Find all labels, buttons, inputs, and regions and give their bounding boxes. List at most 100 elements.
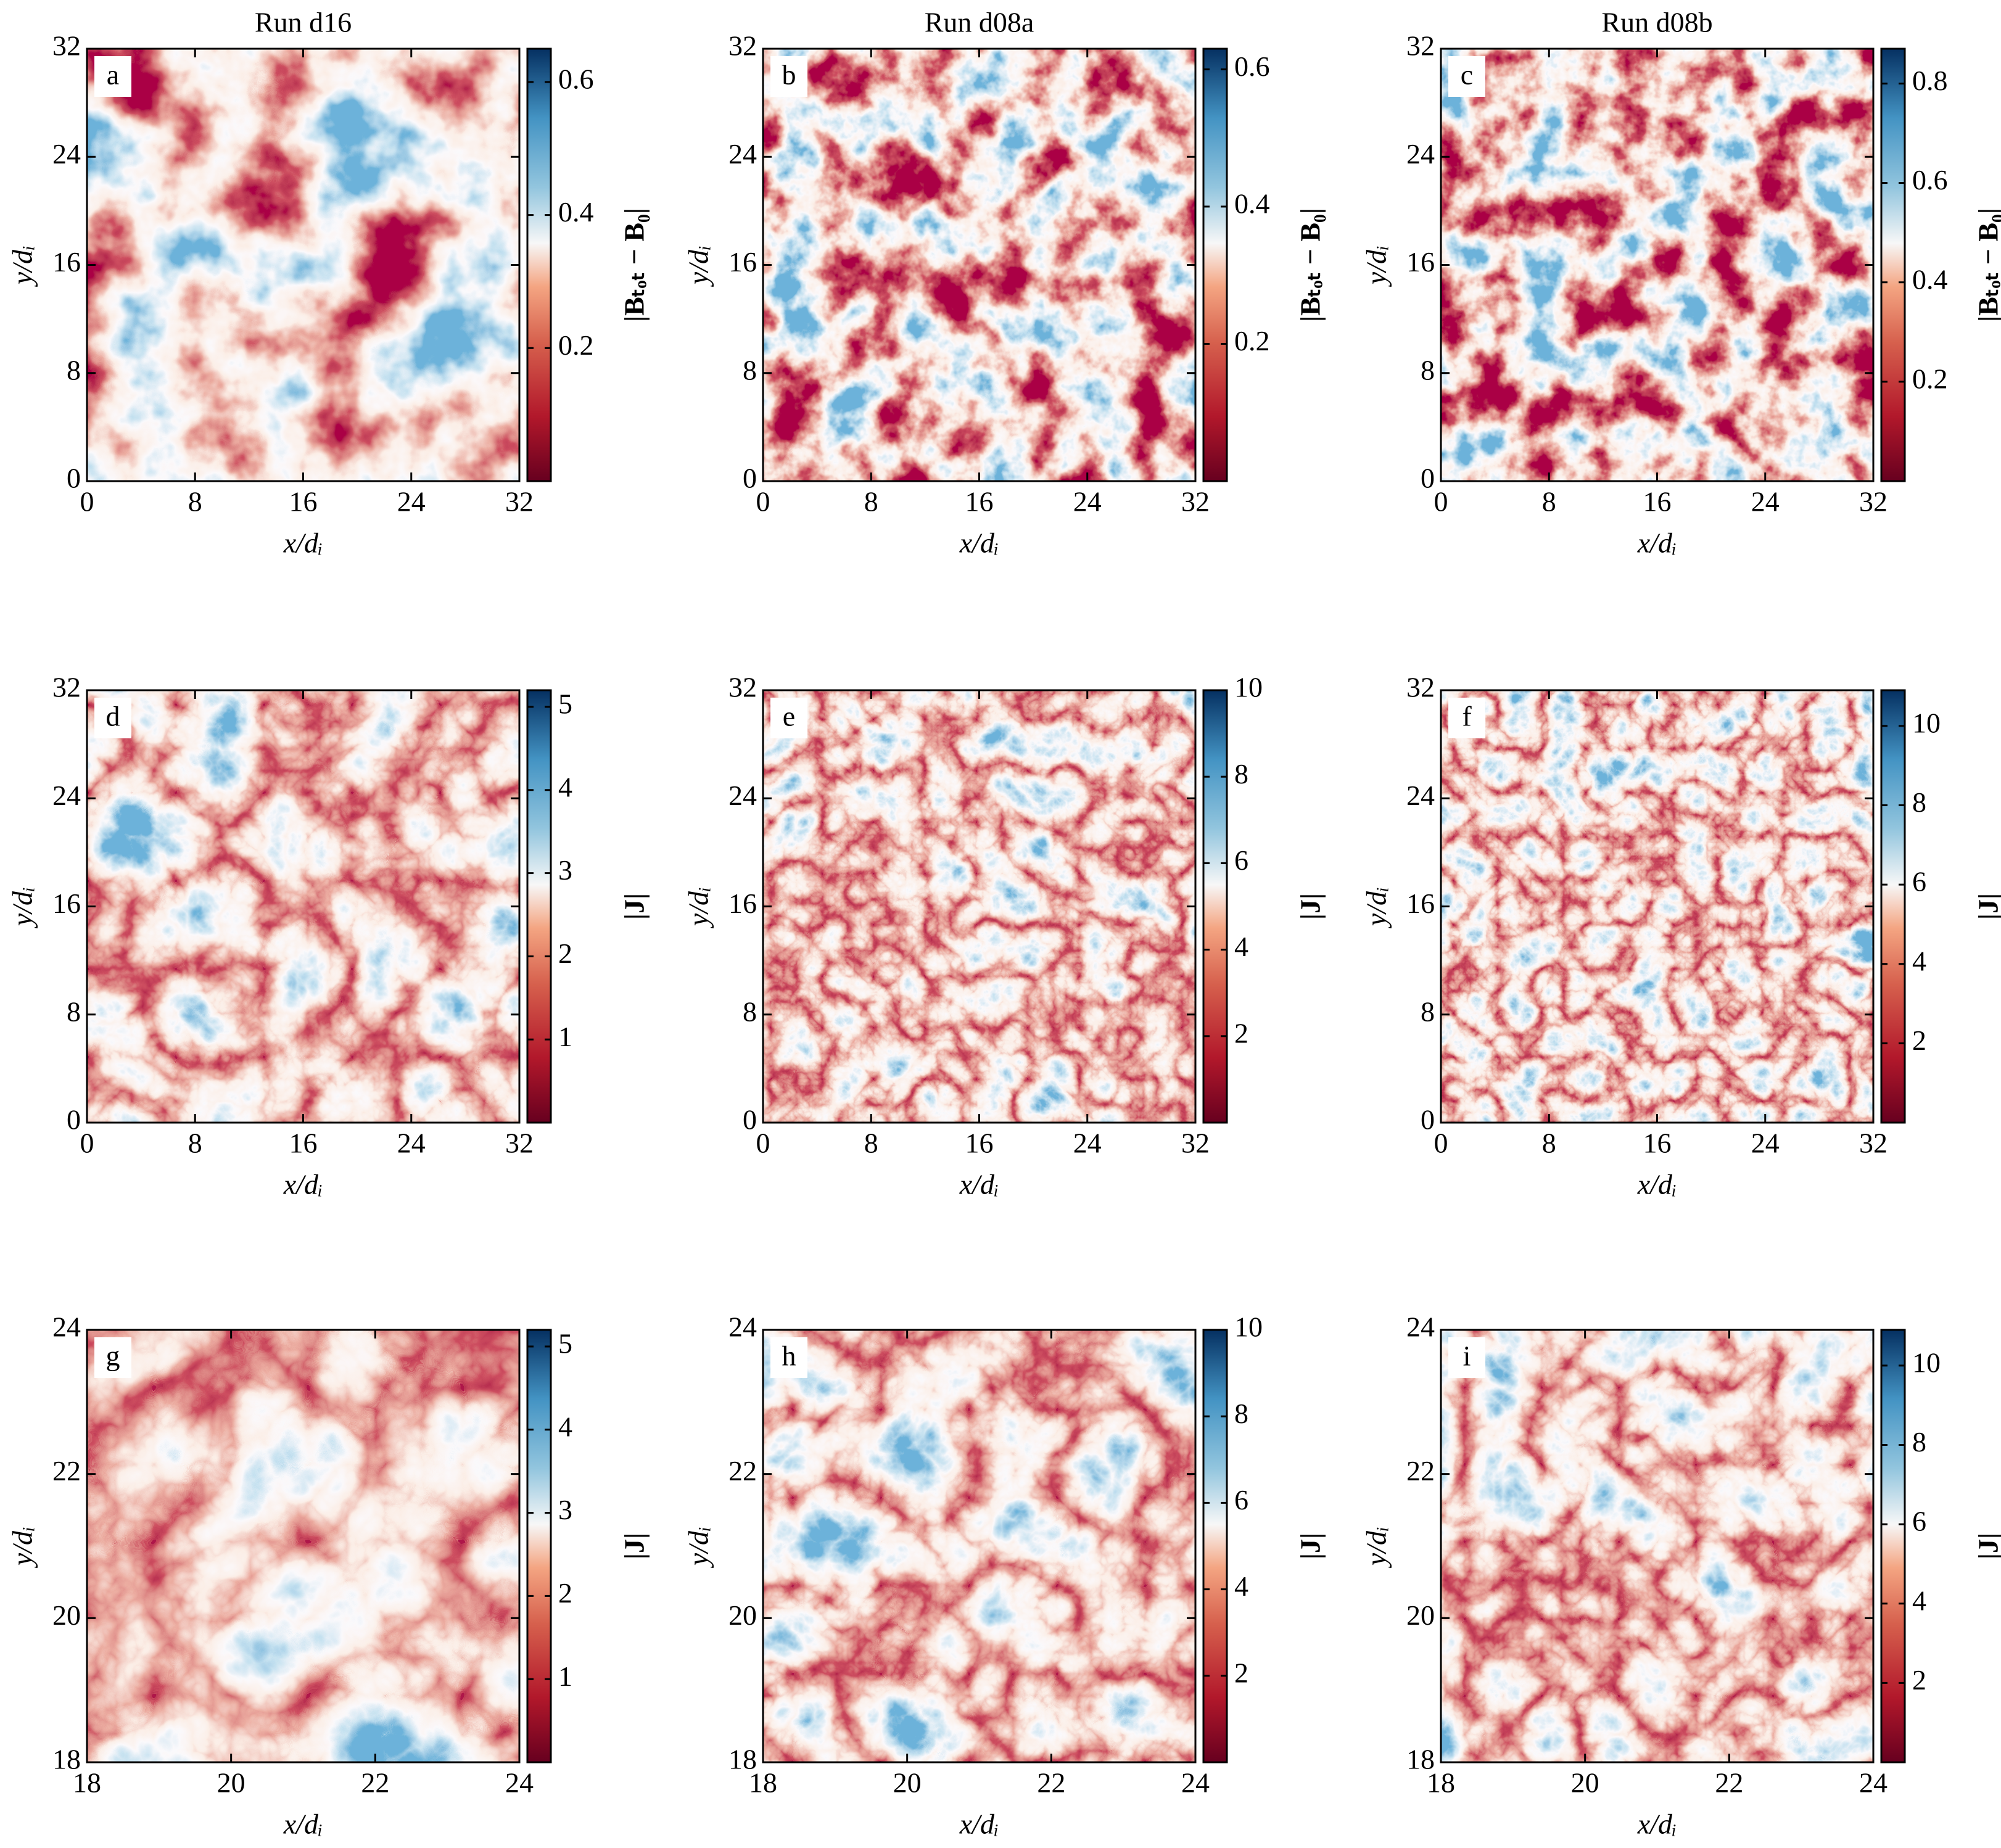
y-axis-label: y/dᵢ bbox=[1361, 245, 1392, 287]
panel-label: h bbox=[782, 1340, 796, 1372]
y-tick-label: 32 bbox=[52, 30, 81, 62]
y-tick-label: 24 bbox=[52, 780, 81, 811]
colorbar-label: |J| bbox=[1295, 893, 1326, 920]
x-axis-label: x/dᵢ bbox=[283, 1169, 323, 1200]
y-tick-label: 32 bbox=[1406, 30, 1435, 62]
y-tick-label: 16 bbox=[1406, 246, 1435, 278]
y-tick-label: 32 bbox=[728, 30, 757, 62]
x-tick-label: 0 bbox=[1434, 486, 1448, 518]
colorbar-tick-label: 0.4 bbox=[1234, 188, 1270, 219]
x-tick-label: 18 bbox=[749, 1767, 777, 1799]
colorbar-tick-label: 4 bbox=[1234, 1570, 1248, 1602]
panel-label-box bbox=[770, 56, 807, 97]
colorbar-tick-label: 0.2 bbox=[1912, 363, 1948, 394]
y-tick-label: 18 bbox=[728, 1744, 757, 1775]
colorbar-tick-label: 6 bbox=[1912, 866, 1926, 897]
colorbar-tick-label: 1 bbox=[558, 1660, 572, 1692]
plot-frame bbox=[86, 1329, 521, 1763]
panel-label: i bbox=[1463, 1340, 1471, 1372]
y-tick-label: 20 bbox=[52, 1599, 81, 1631]
colorbar-label: |J| bbox=[619, 1533, 650, 1559]
panel-label: f bbox=[1462, 701, 1472, 732]
x-tick-label: 24 bbox=[1751, 1128, 1780, 1159]
heatmap-image bbox=[1441, 49, 1873, 481]
panel-label: a bbox=[107, 59, 119, 91]
y-tick-label: 16 bbox=[52, 246, 81, 278]
colorbar-label: |Bₜₒₜ − B₀| bbox=[619, 208, 650, 322]
y-tick-label: 24 bbox=[728, 780, 757, 811]
y-tick-label: 0 bbox=[743, 463, 757, 494]
x-axis-label: x/dᵢ bbox=[959, 527, 999, 559]
x-tick-label: 32 bbox=[1181, 486, 1210, 518]
x-tick-label: 8 bbox=[188, 486, 202, 518]
colorbar-tick-label: 3 bbox=[558, 1494, 572, 1525]
colorbar-tick-label: 10 bbox=[1234, 672, 1263, 703]
x-tick-label: 0 bbox=[756, 486, 770, 518]
x-tick-label: 20 bbox=[217, 1767, 245, 1799]
colorbar-tick-label: 2 bbox=[1912, 1664, 1926, 1696]
x-tick-label: 24 bbox=[1751, 486, 1780, 518]
colorbar-tick-label: 0.2 bbox=[558, 329, 594, 361]
x-axis-label: x/dᵢ bbox=[1637, 527, 1677, 559]
x-tick-label: 18 bbox=[1427, 1767, 1455, 1799]
y-tick-label: 8 bbox=[743, 354, 757, 386]
x-tick-label: 22 bbox=[361, 1767, 389, 1799]
x-axis-label: x/dᵢ bbox=[283, 1809, 323, 1840]
colorbar-tick-label: 2 bbox=[1234, 1657, 1248, 1688]
y-axis-label: y/dᵢ bbox=[7, 887, 38, 928]
y-tick-label: 24 bbox=[1406, 780, 1435, 811]
y-tick-label: 18 bbox=[1406, 1744, 1435, 1775]
colorbar-label: |Bₜₒₜ − B₀| bbox=[1295, 208, 1326, 322]
colorbar-label: |J| bbox=[1973, 1533, 2001, 1559]
colorbar-tick-label: 0.4 bbox=[1912, 263, 1948, 295]
y-axis-label: y/dᵢ bbox=[683, 245, 714, 287]
panel-label-box bbox=[94, 1337, 131, 1378]
y-tick-label: 16 bbox=[728, 888, 757, 919]
colorbar-tick-label: 0.4 bbox=[558, 196, 594, 228]
x-tick-label: 18 bbox=[73, 1767, 101, 1799]
panel-label-box bbox=[94, 56, 131, 97]
colorbar-tick-label: 2 bbox=[558, 1577, 572, 1609]
x-tick-label: 22 bbox=[1037, 1767, 1065, 1799]
x-tick-label: 0 bbox=[756, 1128, 770, 1159]
y-axis-label: y/dᵢ bbox=[1361, 887, 1392, 928]
panel-title: Run d08b bbox=[1601, 7, 1712, 38]
y-tick-label: 8 bbox=[1421, 354, 1435, 386]
x-tick-label: 24 bbox=[1073, 486, 1102, 518]
y-tick-label: 8 bbox=[1421, 996, 1435, 1027]
colorbar-tick-label: 0.6 bbox=[1234, 51, 1270, 82]
x-tick-label: 20 bbox=[893, 1767, 922, 1799]
heatmap-image bbox=[87, 1330, 519, 1762]
y-tick-label: 0 bbox=[67, 1104, 81, 1136]
y-axis-label: y/dᵢ bbox=[683, 887, 714, 928]
heatmap-image bbox=[763, 49, 1195, 481]
y-tick-label: 18 bbox=[52, 1744, 81, 1775]
x-tick-label: 8 bbox=[1542, 486, 1556, 518]
y-tick-label: 24 bbox=[1406, 1311, 1435, 1343]
y-tick-label: 32 bbox=[728, 672, 757, 703]
colorbar bbox=[526, 47, 552, 482]
y-tick-label: 24 bbox=[52, 138, 81, 170]
y-tick-label: 8 bbox=[67, 354, 81, 386]
x-tick-label: 16 bbox=[289, 1128, 318, 1159]
y-tick-label: 24 bbox=[1406, 138, 1435, 170]
x-tick-label: 24 bbox=[397, 1128, 426, 1159]
x-tick-label: 16 bbox=[1643, 1128, 1672, 1159]
y-tick-label: 16 bbox=[1406, 888, 1435, 919]
x-tick-label: 24 bbox=[1859, 1767, 1888, 1799]
colorbar-tick-label: 0.2 bbox=[1234, 325, 1270, 357]
panel-title: Run d08a bbox=[925, 7, 1034, 38]
x-tick-label: 16 bbox=[965, 1128, 994, 1159]
colorbar-tick-label: 8 bbox=[1912, 786, 1926, 818]
y-tick-label: 8 bbox=[67, 996, 81, 1027]
x-tick-label: 16 bbox=[1643, 486, 1672, 518]
y-tick-label: 20 bbox=[1406, 1599, 1435, 1631]
heatmap-image bbox=[763, 690, 1195, 1123]
y-tick-label: 24 bbox=[728, 138, 757, 170]
panel-label-box bbox=[94, 698, 131, 738]
colorbar-tick-label: 4 bbox=[1912, 945, 1926, 976]
plot-frame bbox=[762, 1329, 1197, 1763]
x-tick-label: 32 bbox=[1859, 486, 1888, 518]
colorbar-tick-label: 10 bbox=[1234, 1311, 1263, 1343]
